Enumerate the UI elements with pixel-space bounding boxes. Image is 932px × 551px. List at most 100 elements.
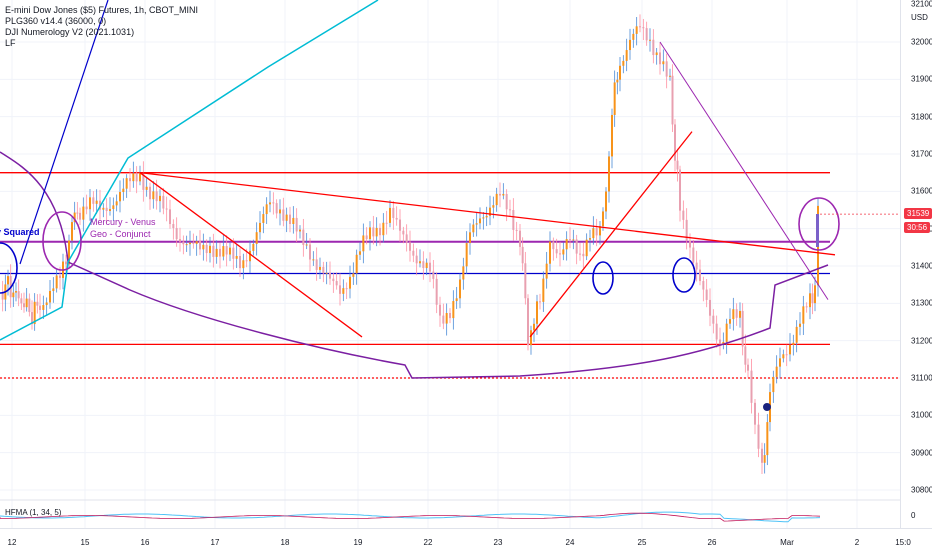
circle-blue-mid1 [592,261,614,295]
candle-body-221 [715,323,718,340]
x-tick-12: 2 [854,538,860,547]
x-tick-6: 22 [423,538,433,547]
candle-body-62 [195,241,198,244]
y-tick-31400: 31400 [911,261,932,271]
candle-body-162 [527,298,529,346]
candle-body-89 [285,214,288,221]
candle-body-180 [585,239,588,257]
time-scale[interactable] [0,528,932,551]
candle-body-49 [152,191,155,200]
trendline-red-long [139,172,836,256]
candle-body-198 [642,27,645,29]
candle-body-243 [785,354,788,356]
candle-body-228 [739,310,741,318]
x-tick-11: Mar [780,538,794,547]
x-tick-13: 15:0 [895,538,911,547]
candle-body-247 [799,323,801,327]
candle-body-39 [119,192,121,202]
candle-body-53 [165,208,168,210]
candle-body-142 [462,266,465,280]
x-tick-4: 18 [280,538,290,547]
candle-body-59 [185,244,188,246]
candle-body-48 [149,186,151,200]
candle-body-201 [652,39,655,56]
last-candle-body [816,214,819,247]
candle-body-37 [112,205,115,210]
candle-body-22 [65,261,67,265]
candle-body-72 [229,247,231,255]
candle-body-153 [499,193,501,196]
candle-body-52 [162,195,165,209]
candle-body-122 [395,217,398,220]
candle-body-156 [509,209,511,211]
x-tick-7: 23 [493,538,503,547]
candle-body-73 [232,247,235,259]
candle-body-178 [579,253,581,255]
candle-body-248 [802,306,805,324]
candle-body-141 [459,279,461,299]
candle-body-193 [625,50,628,61]
candle-body-86 [275,203,278,214]
hfma-label: HFMA (1, 34, 5) [5,508,62,517]
candle-body-118 [382,222,385,236]
x-tick-9: 25 [637,538,647,547]
candle-body-10 [28,298,31,313]
candle-body-207 [671,75,674,125]
candle-body-237 [766,422,769,456]
candle-body-35 [105,207,108,212]
candle-body-41 [125,178,128,189]
candle-body-20 [59,275,61,278]
channel-cyan [0,0,379,341]
candle-body-249 [805,306,808,308]
x-tick-1: 15 [80,538,90,547]
candle-body-18 [52,288,55,291]
candle-body-191 [619,65,621,80]
candle-body-239 [772,376,775,393]
y-tick-31600: 31600 [911,186,932,196]
candle-body-138 [449,312,451,319]
candle-body-154 [502,193,505,196]
candle-body-75 [239,256,241,269]
x-tick-5: 19 [353,538,363,547]
candle-body-82 [262,214,265,223]
candle-body-27 [79,212,81,220]
candle-body-9 [25,298,28,308]
candle-body-101 [325,272,328,274]
candle-body-58 [182,241,185,245]
candle-body-173 [562,249,565,255]
candle-body-130 [422,261,425,269]
candle-body-92 [295,217,298,232]
candle-body-161 [524,263,527,299]
candle-body-231 [747,364,749,371]
candle-body-181 [589,238,591,240]
candle-body-15 [42,305,45,310]
candle-body-90 [289,214,291,225]
candle-body-126 [409,242,411,251]
candle-body-234 [757,424,760,449]
candle-body-28 [82,206,85,220]
candle-body-42 [129,178,131,182]
candle-body-67 [212,245,215,257]
candle-body-229 [741,310,744,347]
candle-body-102 [329,272,331,279]
candle-body-152 [495,193,498,206]
y-tick-32000: 32000 [911,37,932,47]
candle-body-185 [602,211,604,227]
trendline-red-down [139,172,363,338]
curve-purple-lower [0,151,829,379]
candle-body-105 [339,285,341,294]
candle-body-233 [754,402,756,425]
candle-body-81 [259,222,261,233]
candle-body-219 [709,299,711,316]
candle-body-184 [599,226,601,236]
candle-body-91 [292,217,295,225]
candle-body-94 [302,229,305,245]
candle-body-175 [569,239,571,241]
candle-body-227 [735,309,738,318]
price-scale[interactable] [900,0,932,528]
trendline-purple-diag [659,41,829,300]
candle-body-251 [811,293,814,304]
candle-body-66 [209,245,211,254]
